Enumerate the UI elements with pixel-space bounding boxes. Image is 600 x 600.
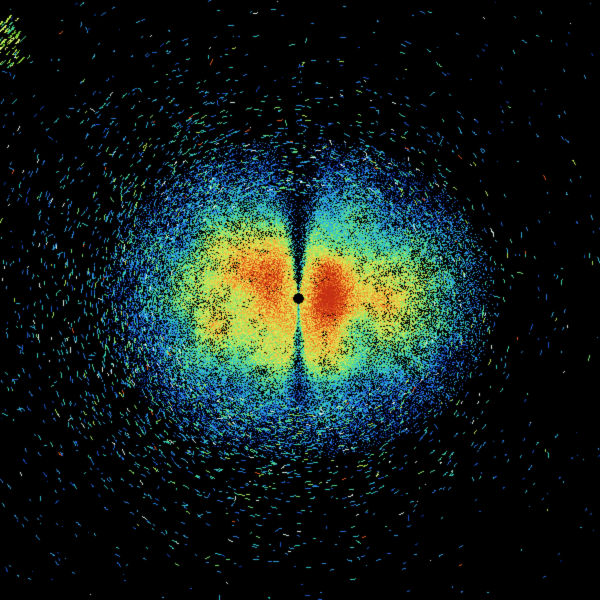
- density-field-canvas: [0, 0, 600, 600]
- visualization-viewport: [0, 0, 600, 600]
